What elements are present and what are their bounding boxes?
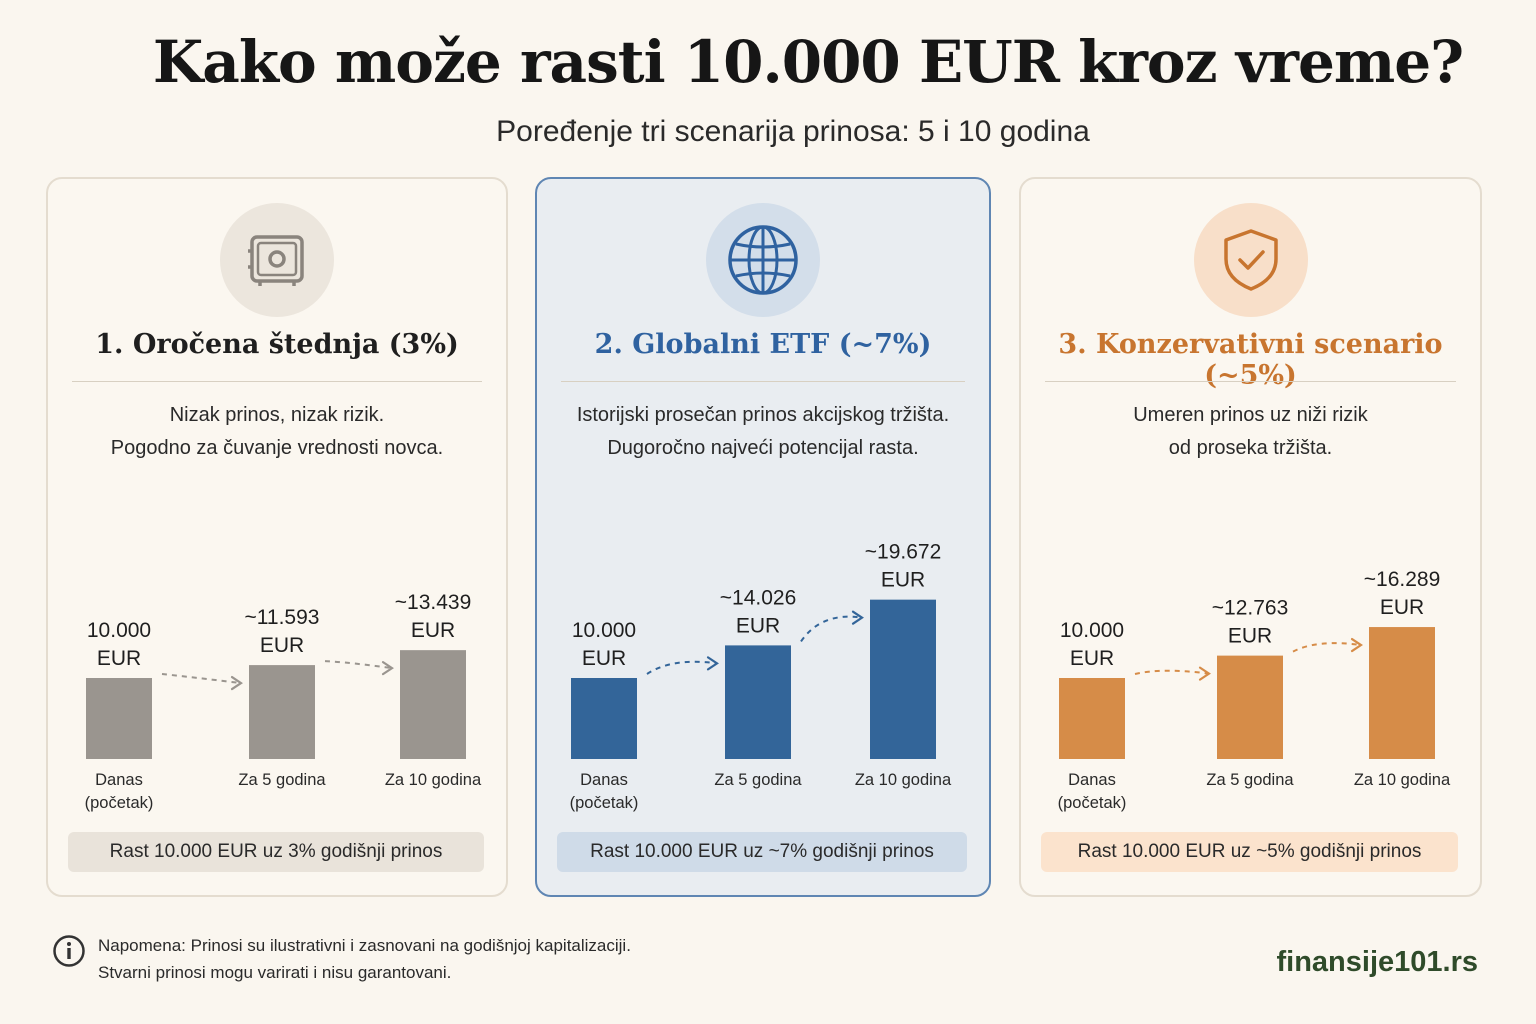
shield-icon-badge: [1193, 203, 1308, 317]
bar-0: [571, 678, 637, 759]
description-line: od proseka tržišta.: [1168, 437, 1333, 459]
bar-1: [1217, 655, 1283, 759]
description-line: Dugoročno najveći potencijal rasta.: [607, 437, 919, 459]
description-line: Istorijski prosečan prinos akcijskog trž…: [576, 404, 950, 426]
bar-2: [400, 650, 466, 759]
arrow-head-0: [706, 656, 719, 671]
divider: [72, 381, 482, 382]
info-icon: [53, 935, 85, 967]
arrow-head-0: [1198, 666, 1211, 681]
growth-arrow-0: [646, 660, 718, 675]
divider: [561, 381, 965, 382]
page-title: Kako može rasti 10.000 EUR kroz vreme?: [152, 28, 1464, 96]
data-label-1: ~14.026 EUR: [720, 586, 797, 637]
arrow-head-1: [381, 661, 394, 676]
category-label-2: Za 10 godina: [385, 771, 482, 789]
arrow-head-0: [230, 675, 243, 691]
scenario-title: 3. Konzervativni scenario (~5%): [1058, 329, 1443, 391]
divider: [1045, 381, 1456, 382]
category-label-2: Za 10 godina: [1354, 771, 1451, 789]
safe-icon: [248, 235, 304, 286]
disclaimer-note: Napomena: Prinosi su ilustrativni i zasn…: [52, 932, 631, 986]
scenario-caption: Rast 10.000 EUR uz ~7% godišnji prinos: [557, 832, 967, 872]
bar-chart-etf: 10.000 EUR Danas (početak) ~14.026 EUR Za 5 go…: [570, 541, 952, 812]
scenario-description: Istorijski prosečan prinos akcijskog trž…: [537, 399, 989, 465]
bar-0: [1059, 678, 1125, 759]
bar-0: [86, 678, 152, 759]
bar-2: [1369, 627, 1435, 759]
globe-icon-badge: [706, 203, 820, 317]
bar-1: [725, 645, 791, 759]
category-label-2: Za 10 godina: [855, 771, 952, 789]
shield-check-icon: [1223, 229, 1278, 291]
scenario-card-etf: 2. Globalni ETF (~7%) Istorijski proseča…: [535, 177, 991, 897]
arrow-head-1: [851, 610, 864, 625]
bar-chart-savings: 10.000 EUR Danas (početak) ~11.593 EUR Za 5 go…: [85, 591, 482, 812]
scenario-caption: Rast 10.000 EUR uz ~5% godišnji prinos: [1041, 832, 1458, 872]
description-line: Nizak prinos, nizak rizik.: [169, 404, 385, 426]
data-label-1: ~12.763 EUR: [1212, 597, 1289, 648]
arrow-head-1: [1350, 637, 1363, 653]
data-label-2: ~16.289 EUR: [1364, 568, 1441, 619]
globe-icon: [728, 225, 798, 295]
category-label-1: Za 5 godina: [1206, 771, 1294, 789]
page-subtitle: Poređenje tri scenarija prinosa: 5 i 10 …: [496, 115, 1090, 148]
scenario-title: 2. Globalni ETF (~7%): [594, 329, 932, 360]
description-line: Umeren prinos uz niži rizik: [1133, 404, 1368, 426]
bar-1: [249, 665, 315, 759]
scenario-title: 1. Oročena štednja (3%): [95, 329, 459, 360]
description-line: Pogodno za čuvanje vrednosti novca.: [110, 437, 444, 459]
bar-chart-conservative: 10.000 EUR Danas (početak) ~12.763 EUR Za 5 go…: [1058, 568, 1451, 812]
data-label-2: ~19.672 EUR: [865, 541, 942, 592]
note-line: Stvarni prinosi mogu varirati i nisu gar…: [98, 963, 452, 982]
scenario-description: Nizak prinos, nizak rizik. Pogodno za ču…: [48, 399, 506, 465]
scenario-caption: Rast 10.000 EUR uz 3% godišnji prinos: [68, 832, 484, 872]
growth-arrow-0: [161, 673, 242, 685]
growth-arrow-1: [324, 660, 393, 670]
note-line: Napomena: Prinosi su ilustrativni i zasn…: [98, 936, 631, 955]
data-label-2: ~13.439 EUR: [395, 591, 472, 642]
data-label-0: 10.000 EUR: [1060, 619, 1124, 670]
brand-link[interactable]: finansije101.rs: [1276, 946, 1479, 978]
category-label-0: Danas (početak): [570, 771, 639, 812]
scenario-card-conservative: 3. Konzervativni scenario (~5%) Umeren p…: [1019, 177, 1482, 897]
category-label-0: Danas (početak): [85, 771, 154, 812]
category-label-1: Za 5 godina: [238, 771, 326, 789]
bar-2: [870, 599, 936, 759]
category-label-0: Danas (početak): [1058, 771, 1127, 812]
data-label-1: ~11.593 EUR: [245, 606, 320, 657]
data-label-0: 10.000 EUR: [572, 619, 636, 670]
growth-arrow-0: [1134, 669, 1210, 675]
growth-arrow-1: [1292, 642, 1362, 653]
scenario-description: Umeren prinos uz niži rizik od proseka t…: [1021, 399, 1480, 465]
growth-arrow-1: [800, 615, 863, 642]
scenario-card-savings: 1. Oročena štednja (3%) Nizak prinos, ni…: [46, 177, 508, 897]
safe-icon-badge: [220, 203, 334, 317]
data-label-0: 10.000 EUR: [87, 619, 151, 670]
category-label-1: Za 5 godina: [714, 771, 802, 789]
